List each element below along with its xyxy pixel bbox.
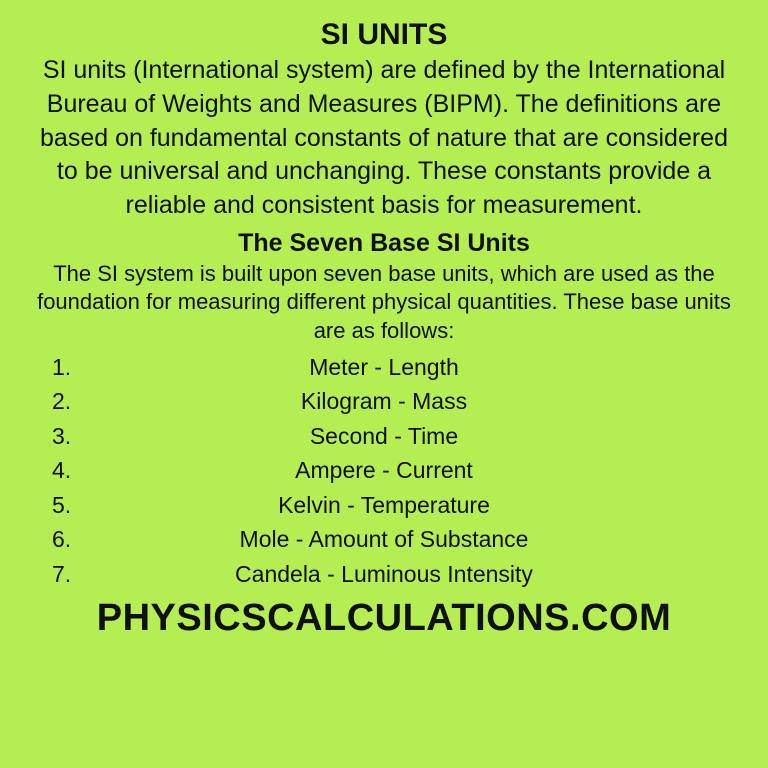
unit-text: Candela - Luminous Intensity [52, 557, 716, 592]
unit-list: Meter - Length Kilogram - Mass Second - … [24, 350, 744, 592]
intro-paragraph: SI units (International system) are defi… [24, 54, 744, 223]
list-item: Kelvin - Temperature [52, 488, 716, 523]
unit-text: Second - Time [52, 419, 716, 454]
unit-text: Mole - Amount of Substance [52, 522, 716, 557]
unit-text: Kilogram - Mass [52, 384, 716, 419]
list-item: Meter - Length [52, 350, 716, 385]
list-item: Mole - Amount of Substance [52, 522, 716, 557]
unit-text: Kelvin - Temperature [52, 488, 716, 523]
subtitle: The Seven Base SI Units [238, 229, 530, 258]
list-item: Kilogram - Mass [52, 384, 716, 419]
list-item: Second - Time [52, 419, 716, 454]
list-item: Candela - Luminous Intensity [52, 557, 716, 592]
footer-brand: PHYSICSCALCULATIONS.COM [97, 597, 671, 640]
list-item: Ampere - Current [52, 453, 716, 488]
main-title: SI UNITS [321, 18, 448, 52]
unit-text: Ampere - Current [52, 453, 716, 488]
sub-paragraph: The SI system is built upon seven base u… [24, 260, 744, 346]
unit-text: Meter - Length [52, 350, 716, 385]
